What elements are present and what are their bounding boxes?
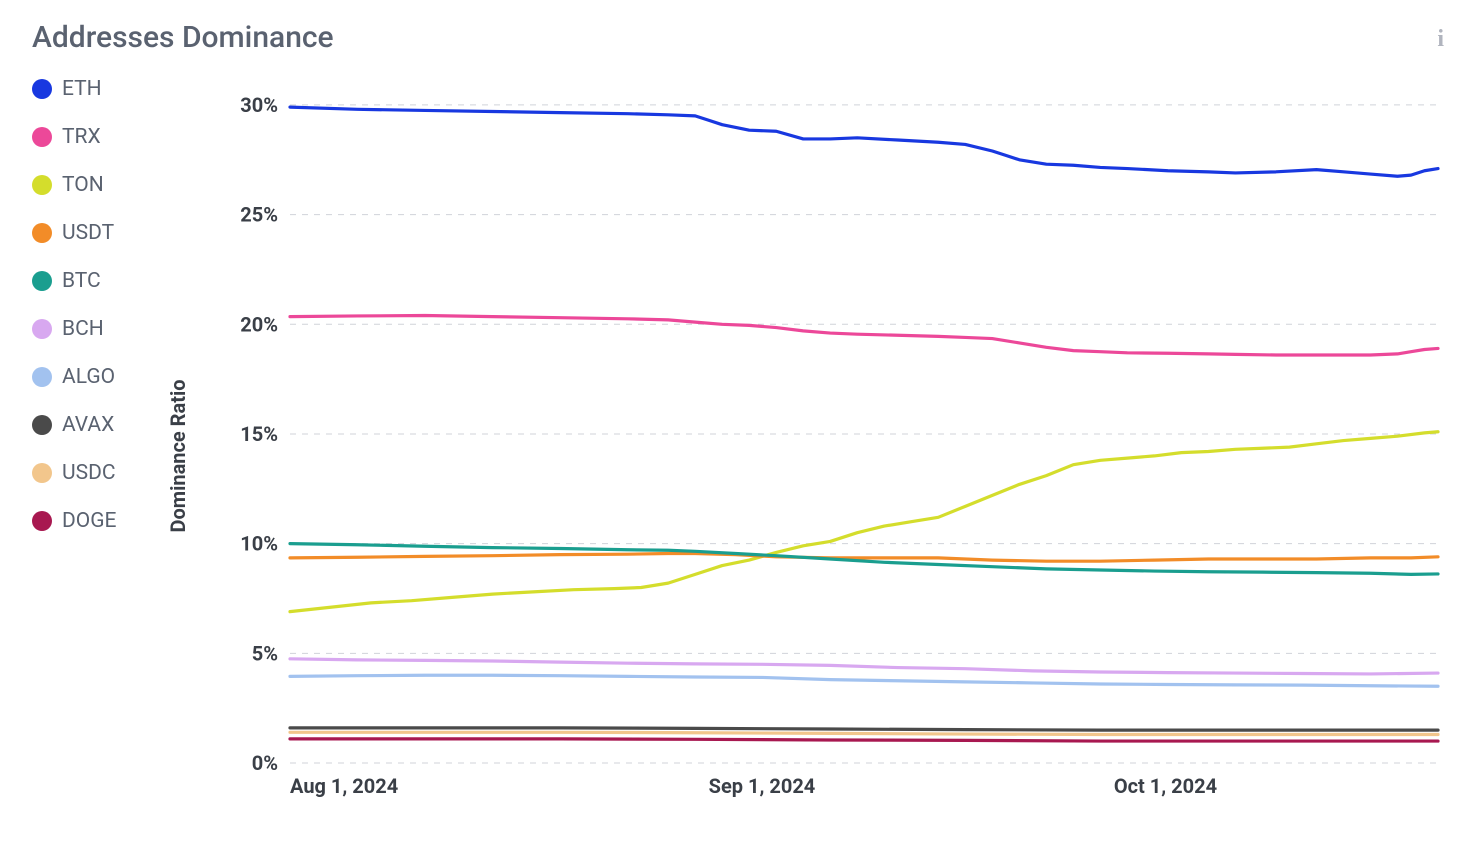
legend-label: ETH xyxy=(62,77,102,101)
legend-dot xyxy=(32,175,52,195)
legend-label: TRX xyxy=(62,125,101,149)
legend-dot xyxy=(32,511,52,531)
legend-label: DOGE xyxy=(62,509,116,533)
series-line-trx xyxy=(290,316,1438,355)
legend-item-usdt[interactable]: USDT xyxy=(32,221,192,245)
series-line-doge xyxy=(290,739,1438,741)
legend-label: BTC xyxy=(62,269,101,293)
y-tick-label: 30% xyxy=(240,93,278,117)
series-line-avax xyxy=(290,728,1438,730)
legend-dot xyxy=(32,127,52,147)
legend-item-ton[interactable]: TON xyxy=(32,173,192,197)
series-line-algo xyxy=(290,675,1438,686)
legend-dot xyxy=(32,415,52,435)
legend-item-bch[interactable]: BCH xyxy=(32,317,192,341)
series-line-bch xyxy=(290,659,1438,674)
chart-title: Addresses Dominance xyxy=(32,20,1448,55)
x-tick-label: Oct 1, 2024 xyxy=(1114,774,1217,798)
legend-dot xyxy=(32,367,52,387)
x-tick-label: Sep 1, 2024 xyxy=(709,774,816,798)
legend-dot xyxy=(32,319,52,339)
legend-item-btc[interactable]: BTC xyxy=(32,269,192,293)
legend-label: ALGO xyxy=(62,365,115,389)
y-tick-label: 10% xyxy=(240,532,278,556)
legend-dot xyxy=(32,271,52,291)
legend-item-eth[interactable]: ETH xyxy=(32,77,192,101)
chart-area: Dominance Ratio 0%5%10%15%20%25%30%Aug 1… xyxy=(192,73,1448,815)
y-tick-label: 0% xyxy=(252,751,278,775)
y-axis-label: Dominance Ratio xyxy=(166,379,190,532)
y-tick-label: 5% xyxy=(252,641,278,665)
legend-item-trx[interactable]: TRX xyxy=(32,125,192,149)
x-tick-label: Aug 1, 2024 xyxy=(290,774,398,798)
info-icon[interactable]: i xyxy=(1437,26,1444,53)
y-tick-label: 15% xyxy=(240,422,278,446)
legend-label: USDC xyxy=(62,461,116,485)
legend-label: USDT xyxy=(62,221,114,245)
y-tick-label: 25% xyxy=(240,203,278,227)
legend-dot xyxy=(32,79,52,99)
legend-label: AVAX xyxy=(62,413,114,437)
y-tick-label: 20% xyxy=(240,312,278,336)
legend-dot xyxy=(32,223,52,243)
series-line-usdc xyxy=(290,732,1438,734)
series-line-eth xyxy=(290,107,1438,176)
series-line-ton xyxy=(290,432,1438,612)
legend-label: TON xyxy=(62,173,104,197)
legend-label: BCH xyxy=(62,317,104,341)
legend-dot xyxy=(32,463,52,483)
chart-svg: 0% 5% 10% 15% 20% 25% 30% Aug 1, 2024 Sep 1, 202… xyxy=(192,73,1448,815)
